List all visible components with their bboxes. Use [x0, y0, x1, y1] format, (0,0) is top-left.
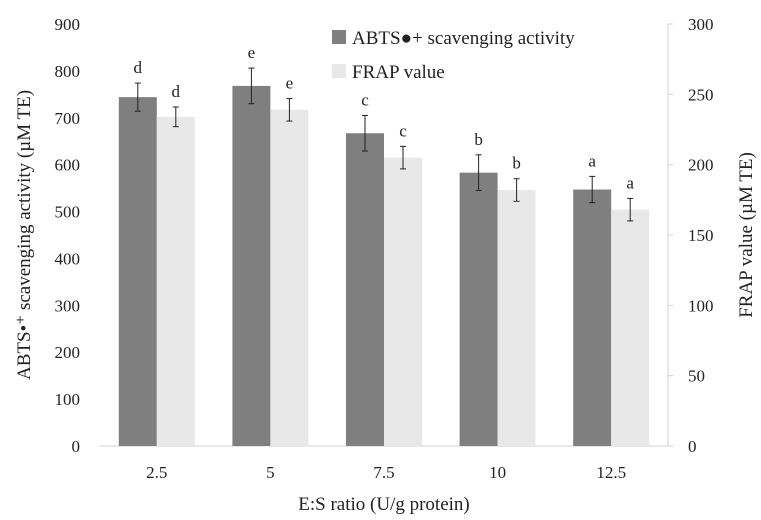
- significance-letter-series2-2.5: d: [172, 82, 181, 101]
- y2-tick-label-250: 250: [688, 85, 714, 104]
- y-tick-label-800: 800: [55, 62, 81, 81]
- legend-swatch-frap: [332, 64, 346, 78]
- legend-label-abts: ABTS●+ scavenging activity: [352, 28, 575, 49]
- y-tick-label-200: 200: [55, 343, 81, 362]
- bar-series2-7.5: [384, 157, 422, 446]
- y2-tick-label-300: 300: [688, 15, 714, 34]
- y2-tick-label-50: 50: [688, 367, 705, 386]
- y2-tick-label-200: 200: [688, 156, 714, 175]
- significance-letter-series1-12.5: a: [588, 151, 596, 170]
- bar-series1-7.5: [346, 133, 384, 447]
- y-tick-label-600: 600: [55, 156, 81, 175]
- x-tick-label-7.5: 7.5: [373, 463, 394, 482]
- y-tick-label-0: 0: [72, 437, 81, 456]
- significance-letter-series2-10: b: [512, 154, 521, 173]
- bar-series1-10: [459, 172, 498, 447]
- significance-letter-series1-2.5: d: [134, 58, 143, 77]
- y-tick-label-100: 100: [55, 390, 81, 409]
- legend-label-frap: FRAP value: [352, 62, 445, 83]
- y2-axis-ticks: 0 50 100 150 200 250 300: [668, 15, 714, 456]
- y2-tick-label-0: 0: [688, 437, 697, 456]
- y2-axis-title: FRAP value (µM TE): [736, 152, 757, 318]
- significance-letter-series1-7.5: c: [361, 90, 369, 109]
- bars-layer: d e c b a d e c b a: [118, 43, 650, 447]
- bar-series2-2.5: [156, 116, 195, 446]
- y2-tick-label-100: 100: [688, 296, 714, 315]
- x-tick-label-10: 10: [489, 463, 506, 482]
- bar-series2-12.5: [611, 209, 650, 446]
- significance-letter-series1-5: e: [248, 43, 256, 62]
- y-tick-label-400: 400: [55, 249, 81, 268]
- x-tick-label-5: 5: [266, 463, 275, 482]
- x-axis-ticks: 2.5 5 7.5 10 12.5: [146, 463, 626, 482]
- bar-series2-5: [270, 109, 309, 446]
- significance-letter-series2-12.5: a: [626, 173, 634, 192]
- x-axis-title: E:S ratio (U/g protein): [298, 494, 470, 515]
- significance-letter-series2-5: e: [286, 74, 294, 93]
- y-tick-label-300: 300: [55, 296, 81, 315]
- y-axis-ticks: 0 100 200 300 400 500 600 700 800 900: [55, 15, 81, 456]
- y-tick-label-700: 700: [55, 109, 81, 128]
- bar-series1-12.5: [573, 189, 612, 447]
- y-axis-title: ABTS•⁺ scavenging activity (µM TE): [14, 90, 35, 380]
- legend: ABTS●+ scavenging activity FRAP value: [332, 28, 575, 83]
- bar-series1-2.5: [118, 97, 157, 446]
- x-tick-label-2.5: 2.5: [146, 463, 167, 482]
- y-tick-label-900: 900: [55, 15, 81, 34]
- y2-tick-label-150: 150: [688, 226, 714, 245]
- significance-letter-series1-10: b: [474, 130, 483, 149]
- bar-series2-10: [497, 189, 536, 446]
- significance-letter-series2-7.5: c: [399, 121, 407, 140]
- y-tick-label-500: 500: [55, 203, 81, 222]
- legend-swatch-abts: [332, 30, 346, 44]
- bar-series1-5: [232, 85, 271, 446]
- x-tick-label-12.5: 12.5: [596, 463, 626, 482]
